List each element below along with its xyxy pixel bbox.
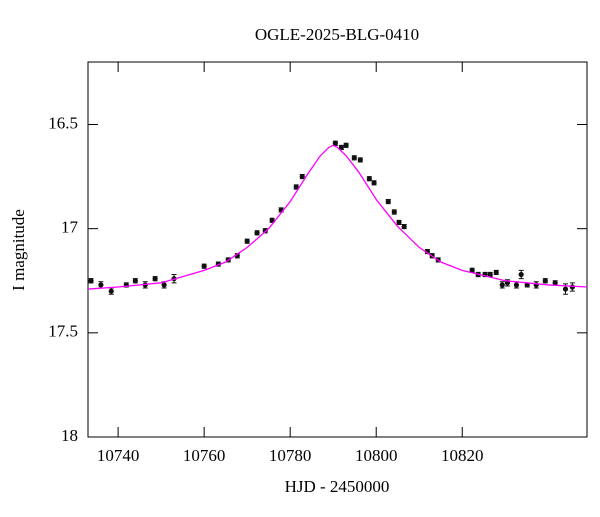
y-tick-label: 17	[61, 218, 79, 237]
data-point	[424, 248, 431, 255]
data-point	[254, 230, 260, 236]
data-point	[499, 282, 505, 288]
data-point	[562, 286, 569, 292]
data-point	[201, 263, 207, 269]
data-point	[385, 198, 391, 205]
data-point	[396, 219, 402, 226]
data-point	[88, 278, 94, 284]
model-curve	[87, 144, 588, 290]
data-point	[569, 284, 575, 290]
data-point	[542, 278, 548, 284]
data-point	[98, 282, 104, 288]
data-point	[518, 271, 524, 278]
data-point	[513, 282, 520, 288]
data-point	[244, 238, 250, 244]
x-tick-label: 10760	[183, 446, 226, 465]
data-point	[293, 184, 299, 190]
data-point	[391, 209, 397, 215]
data-point	[343, 142, 349, 148]
data-point	[401, 223, 407, 230]
data-point	[371, 180, 377, 186]
data-point	[366, 176, 372, 182]
x-tick-label: 10780	[269, 446, 312, 465]
y-axis-label: I magnitude	[9, 209, 28, 291]
x-tick-label: 10740	[97, 446, 140, 465]
data-point	[299, 173, 305, 180]
data-point	[357, 157, 363, 163]
data-point	[487, 271, 493, 278]
plot-frame	[87, 61, 588, 438]
data-point	[269, 217, 275, 223]
y-tick-label: 18	[61, 426, 78, 445]
data-point	[552, 280, 558, 286]
data-point	[161, 282, 167, 288]
data-point	[132, 278, 138, 284]
data-point	[493, 269, 499, 276]
y-tick-label: 17.5	[48, 322, 78, 341]
y-tick-label: 16.5	[48, 113, 78, 132]
chart-title: OGLE-2025-BLG-0410	[255, 25, 419, 44]
data-point	[152, 276, 158, 282]
x-axis-label: HJD - 2450000	[285, 477, 390, 496]
data-point	[351, 155, 357, 161]
x-tick-label: 10820	[441, 446, 484, 465]
data-point	[332, 140, 338, 146]
x-tick-label: 10800	[355, 446, 398, 465]
data-point	[108, 288, 114, 294]
data-point	[469, 267, 475, 273]
data-point	[338, 144, 344, 151]
